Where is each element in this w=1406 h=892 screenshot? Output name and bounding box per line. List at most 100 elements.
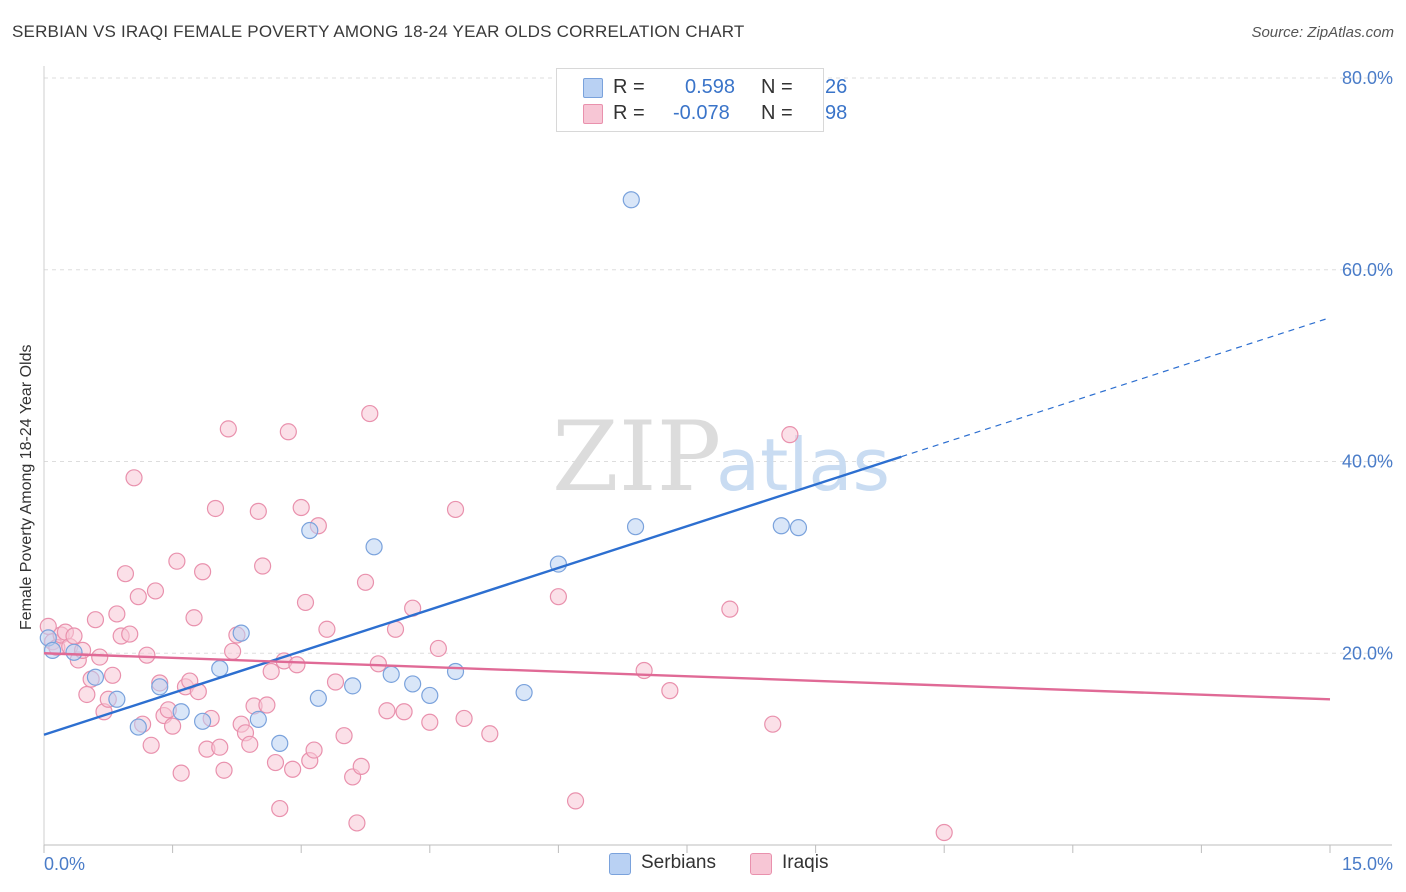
iraqi-point <box>335 727 353 745</box>
serbian-point <box>772 517 790 535</box>
iraqi-point <box>206 499 225 518</box>
watermark-zip: ZIP <box>552 401 721 513</box>
iraqi-point <box>481 725 499 743</box>
serbian-point <box>626 518 645 536</box>
r-label: R = <box>613 102 645 124</box>
serbian-point <box>65 643 83 661</box>
serbian-point <box>211 659 229 678</box>
serbian-point <box>446 662 465 681</box>
r-value: 0.598 <box>685 76 736 98</box>
iraqi-point <box>361 404 379 423</box>
iraqi-point <box>103 666 122 684</box>
iraqi-point <box>292 498 310 517</box>
iraqi-point <box>241 735 259 753</box>
iraqi-point <box>781 426 799 444</box>
y-tick-label: 80.0% <box>1342 68 1393 88</box>
iraqi-point <box>296 593 315 612</box>
iraqi-point <box>138 646 156 664</box>
iraqi-point <box>168 552 186 570</box>
iraqi-point <box>284 760 302 778</box>
axes <box>43 66 1392 853</box>
serbian-point <box>382 665 400 683</box>
iraqi-point <box>318 620 336 638</box>
trend-lines <box>43 317 1331 736</box>
iraqis-swatch <box>750 853 772 875</box>
iraqi-point <box>288 656 306 674</box>
iraqi-point <box>142 736 160 754</box>
serbians-trend-line <box>43 455 902 736</box>
iraqi-point <box>219 420 237 438</box>
iraqi-point <box>395 703 413 721</box>
n-label: N = <box>761 102 793 124</box>
serbian-point <box>789 519 808 537</box>
serbians-swatch <box>583 78 603 98</box>
r-label: R = <box>613 76 645 98</box>
serbians-swatch <box>609 853 631 875</box>
iraqi-point <box>429 639 447 658</box>
serbian-point <box>515 683 533 702</box>
y-axis-label: Female Poverty Among 18-24 Year Olds <box>18 344 35 631</box>
legend-label-iraqis: Iraqis <box>782 852 829 873</box>
iraqi-point <box>125 469 143 487</box>
iraqi-point <box>185 609 203 627</box>
iraqi-point <box>566 792 585 810</box>
iraqi-point <box>78 685 96 704</box>
iraqi-point <box>129 588 147 606</box>
serbian-point <box>309 689 327 707</box>
iraqi-point <box>721 600 739 618</box>
iraqi-point <box>305 741 323 759</box>
iraqi-point <box>65 627 83 645</box>
y-tick-label: 20.0% <box>1342 643 1393 663</box>
x-tick-label: 15.0% <box>1342 854 1393 874</box>
iraqi-point <box>249 502 267 520</box>
iraqi-point <box>224 642 242 660</box>
watermark-atlas: atlas <box>716 423 890 507</box>
serbian-point <box>172 703 190 721</box>
r-value: -0.078 <box>673 102 730 124</box>
iraqi-point <box>271 799 289 818</box>
serbian-point <box>421 686 439 705</box>
correlation-legend: R = 0.598 N = 26 R = -0.078 N = 98 <box>556 68 847 132</box>
serbian-point <box>151 678 169 696</box>
serbian-point <box>129 718 147 736</box>
iraqis-swatch <box>583 104 603 124</box>
serbian-point <box>622 191 640 209</box>
iraqi-point <box>164 717 182 735</box>
iraqi-point <box>764 715 782 733</box>
serbian-point <box>108 690 126 708</box>
y-tick-label: 60.0% <box>1342 260 1393 280</box>
legend-label-serbians: Serbians <box>641 852 716 873</box>
iraqi-point <box>421 713 439 731</box>
serbian-point <box>271 734 289 752</box>
serbians-trend-extension <box>901 317 1331 458</box>
serbian-point <box>43 641 62 659</box>
iraqi-point <box>279 423 297 441</box>
serbian-point <box>301 521 319 540</box>
iraqi-point <box>258 696 276 714</box>
iraqi-point <box>215 761 233 779</box>
iraqi-point <box>455 709 473 728</box>
n-value: 26 <box>825 76 848 98</box>
serbian-point <box>365 538 383 556</box>
iraqi-point <box>172 764 190 782</box>
iraqis-trend-line <box>43 652 1331 701</box>
iraqi-point <box>935 823 953 842</box>
iraqi-point <box>266 753 285 772</box>
serbian-point <box>249 710 267 729</box>
chart-title: SERBIAN VS IRAQI FEMALE POVERTY AMONG 18… <box>12 22 745 41</box>
data-points <box>39 191 953 842</box>
iraqi-point <box>108 605 126 623</box>
iraqi-point <box>211 738 229 756</box>
iraqi-point <box>91 648 109 666</box>
iraqi-point <box>369 655 387 673</box>
iraqi-point <box>348 814 366 832</box>
iraqi-point <box>146 582 165 600</box>
x-tick-label: 0.0% <box>44 854 85 874</box>
serbian-point <box>344 677 362 695</box>
iraqi-point <box>121 625 139 643</box>
iraqi-point <box>254 557 272 575</box>
iraqi-point <box>116 565 135 583</box>
serbian-point <box>194 712 212 730</box>
iraqi-point <box>549 588 568 606</box>
